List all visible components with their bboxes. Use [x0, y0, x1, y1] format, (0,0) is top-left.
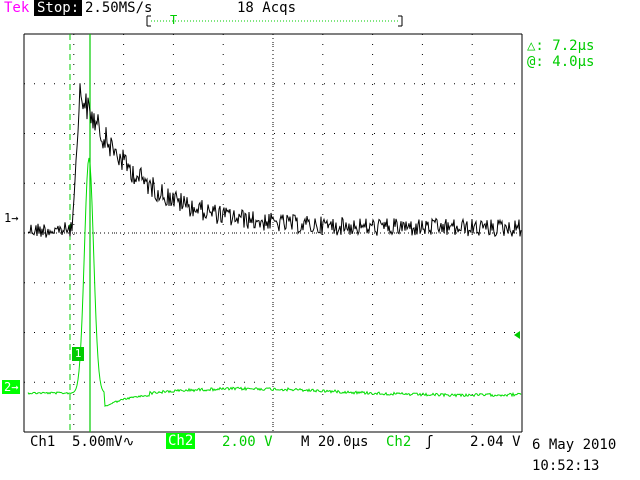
trigger-slope-icon: ʃ	[425, 434, 434, 450]
run-state-badge: Stop:	[34, 0, 83, 16]
waveform-label-box: 1	[72, 347, 84, 361]
ch2-ground-marker: 2→	[2, 380, 21, 394]
timebase: M 20.0µs	[301, 434, 369, 450]
trigger-level: 2.04 V	[470, 434, 521, 450]
ch1-ground-marker: 1→	[4, 211, 19, 225]
cursor-position-readout: @: 4.0µs	[527, 54, 595, 70]
cursor-delta-readout: △: 7.2µs	[527, 38, 595, 54]
ch1-label: Ch1	[30, 434, 56, 450]
ch1-scale: 5.00mV∿	[72, 434, 135, 450]
graticule	[23, 33, 523, 433]
trigger-position-marker: T	[170, 13, 178, 27]
ch2-scale: 2.00 V	[222, 434, 273, 450]
ch1-waveform	[27, 83, 522, 238]
ch2-offset-arrow	[514, 331, 520, 339]
brand-logo: Tek	[4, 0, 30, 16]
acquisition-count: 18 Acqs	[237, 0, 297, 16]
ch2-waveform	[27, 157, 522, 407]
sample-rate: 2.50MS/s	[85, 0, 153, 16]
date-stamp: 6 May 2010	[532, 437, 617, 453]
time-stamp: 10:52:13	[532, 458, 600, 474]
ch2-label: Ch2	[166, 433, 196, 449]
trigger-source: Ch2	[386, 434, 412, 450]
record-position-bar	[146, 15, 403, 27]
